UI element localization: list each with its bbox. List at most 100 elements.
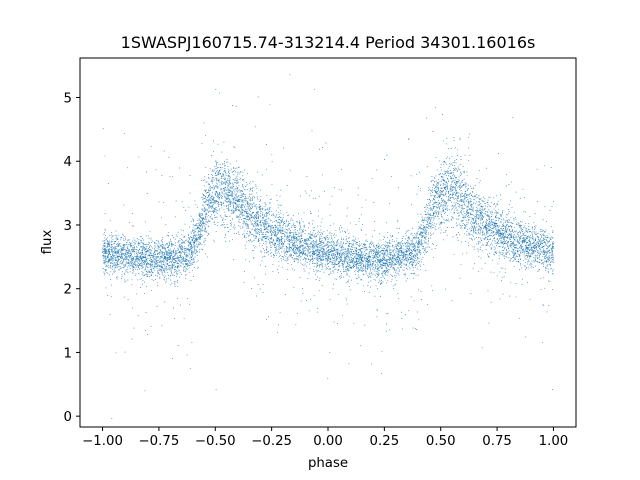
data-point: [209, 188, 211, 190]
data-point: [485, 221, 487, 223]
data-point: [497, 240, 499, 242]
data-point: [491, 213, 493, 215]
data-point: [294, 244, 296, 246]
data-point: [298, 257, 300, 259]
data-point: [525, 246, 527, 248]
data-point: [378, 282, 379, 284]
data-point: [351, 251, 352, 253]
data-point: [258, 223, 260, 225]
data-point: [121, 276, 123, 278]
data-point: [212, 199, 214, 201]
data-point: [259, 207, 261, 209]
data-point: [195, 224, 197, 226]
data-point: [472, 209, 474, 211]
data-point: [532, 253, 534, 255]
data-point: [123, 248, 125, 250]
data-point: [137, 249, 139, 251]
data-point: [420, 233, 422, 235]
data-point: [537, 254, 539, 256]
data-point: [105, 255, 107, 257]
data-point: [535, 238, 537, 239]
data-point: [179, 256, 181, 258]
data-point: [216, 206, 218, 208]
data-point: [484, 211, 486, 213]
data-point: [205, 201, 206, 203]
data-point: [328, 258, 330, 260]
data-point: [265, 168, 267, 170]
data-point: [353, 256, 355, 258]
data-point: [343, 257, 345, 259]
data-point: [353, 244, 355, 246]
data-point: [224, 223, 226, 225]
data-point: [117, 257, 119, 259]
data-point: [257, 222, 259, 224]
data-point: [379, 266, 381, 268]
data-point: [323, 231, 325, 233]
data-point: [406, 263, 408, 265]
data-point: [354, 241, 356, 243]
data-point: [426, 242, 428, 244]
data-point: [112, 239, 114, 241]
data-point: [323, 253, 325, 255]
data-point: [364, 256, 366, 258]
data-point: [451, 156, 453, 158]
data-point: [479, 207, 481, 209]
data-point: [223, 178, 225, 180]
data-point: [295, 259, 297, 261]
data-point: [351, 239, 353, 241]
data-point: [517, 236, 519, 237]
data-point: [146, 243, 148, 245]
data-point: [542, 249, 544, 251]
data-point: [172, 307, 174, 309]
data-point: [171, 358, 173, 360]
data-point: [464, 204, 466, 206]
data-point: [317, 225, 319, 227]
data-point: [190, 231, 192, 233]
data-point: [399, 261, 401, 262]
data-point: [333, 244, 335, 246]
data-point: [244, 204, 246, 206]
data-point: [510, 227, 512, 229]
data-point: [169, 244, 171, 246]
data-point: [176, 235, 178, 237]
data-point: [458, 192, 460, 194]
data-point: [470, 198, 472, 200]
data-point: [419, 190, 421, 192]
data-point: [427, 223, 429, 225]
data-point: [184, 266, 186, 267]
data-point: [371, 265, 373, 266]
data-point: [203, 240, 205, 242]
data-point: [282, 246, 284, 248]
data-point: [102, 128, 104, 130]
data-point: [459, 277, 461, 279]
data-point: [518, 261, 520, 263]
data-point: [162, 247, 164, 249]
data-point: [277, 230, 279, 232]
data-point: [329, 351, 331, 353]
data-point: [229, 170, 231, 172]
data-point: [356, 262, 358, 264]
data-point: [228, 194, 230, 196]
data-point: [360, 263, 362, 265]
data-point: [450, 173, 451, 174]
data-point: [372, 260, 374, 262]
data-point: [282, 255, 284, 257]
data-point: [341, 261, 343, 263]
data-point: [229, 179, 231, 181]
data-point: [264, 229, 266, 231]
data-point: [354, 264, 356, 266]
data-point: [157, 247, 159, 249]
data-point: [318, 215, 319, 217]
data-point: [167, 255, 169, 257]
data-point: [509, 295, 511, 297]
data-point: [340, 241, 342, 243]
data-point: [538, 253, 540, 255]
data-point: [309, 258, 311, 260]
data-point: [428, 227, 429, 229]
data-point: [476, 207, 478, 208]
data-point: [317, 255, 319, 257]
data-point: [113, 256, 115, 258]
data-point: [355, 250, 356, 251]
data-point: [453, 172, 455, 174]
data-point: [477, 250, 479, 252]
